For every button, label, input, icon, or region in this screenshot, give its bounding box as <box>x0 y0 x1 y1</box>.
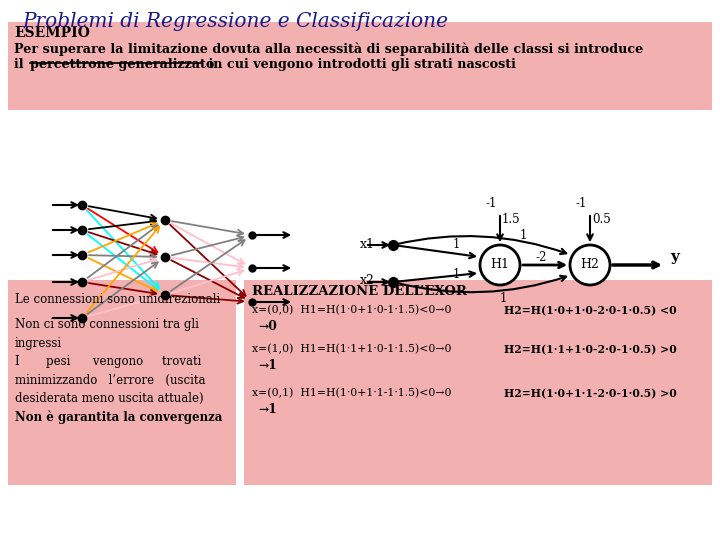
Text: percettrone generalizzato: percettrone generalizzato <box>30 58 215 71</box>
FancyBboxPatch shape <box>8 22 712 110</box>
Text: 1.5: 1.5 <box>502 213 521 226</box>
Text: H2: H2 <box>580 259 600 272</box>
Text: H2=H(1·1+1·0-2·0-1·0.5) >0: H2=H(1·1+1·0-2·0-1·0.5) >0 <box>504 344 677 355</box>
Text: Le connessioni sono unidirezionali: Le connessioni sono unidirezionali <box>15 293 220 306</box>
Text: →1: →1 <box>258 359 276 372</box>
Text: H2=H(1·0+1·0-2·0-1·0.5) <0: H2=H(1·0+1·0-2·0-1·0.5) <0 <box>504 305 677 316</box>
Text: H1: H1 <box>490 259 510 272</box>
Text: Non è garantita la convergenza: Non è garantita la convergenza <box>15 410 222 423</box>
FancyBboxPatch shape <box>8 280 236 485</box>
FancyBboxPatch shape <box>244 280 712 485</box>
Text: 1: 1 <box>520 229 527 242</box>
Text: -1: -1 <box>576 197 588 210</box>
Text: x2: x2 <box>360 274 375 287</box>
Text: H2=H(1·0+1·1-2·0-1·0.5) >0: H2=H(1·0+1·1-2·0-1·0.5) >0 <box>504 388 677 399</box>
Text: Non ci sono connessioni tra gli
ingressi: Non ci sono connessioni tra gli ingressi <box>15 318 199 349</box>
Text: Per superare la limitazione dovuta alla necessità di separabilità delle classi s: Per superare la limitazione dovuta alla … <box>14 42 643 56</box>
Text: il: il <box>14 58 28 71</box>
Text: 0.5: 0.5 <box>592 213 611 226</box>
Text: in cui vengono introdotti gli strati nascosti: in cui vengono introdotti gli strati nas… <box>204 58 516 71</box>
Text: I       pesi      vengono     trovati
minimizzando   l’errore   (uscita
desidera: I pesi vengono trovati minimizzando l’er… <box>15 355 205 405</box>
Text: 1: 1 <box>500 292 508 305</box>
Circle shape <box>570 245 610 285</box>
Text: x=(0,1)  H1=H(1·0+1·1-1·1.5)<0→0: x=(0,1) H1=H(1·0+1·1-1·1.5)<0→0 <box>252 388 462 399</box>
Text: →0: →0 <box>258 320 277 333</box>
Text: x=(0,0)  H1=H(1·0+1·0-1·1.5)<0→0: x=(0,0) H1=H(1·0+1·0-1·1.5)<0→0 <box>252 305 462 315</box>
Text: 1: 1 <box>453 238 460 251</box>
Circle shape <box>480 245 520 285</box>
Text: Problemi di Regressione e Classificazione: Problemi di Regressione e Classificazion… <box>22 12 448 31</box>
Text: x=(1,0)  H1=H(1·1+1·0-1·1.5)<0→0: x=(1,0) H1=H(1·1+1·0-1·1.5)<0→0 <box>252 344 462 354</box>
Text: REALIZZAZIONE DELL’EXOR: REALIZZAZIONE DELL’EXOR <box>252 285 467 298</box>
Text: 1: 1 <box>453 268 460 281</box>
Text: y: y <box>670 250 679 264</box>
Text: -2: -2 <box>535 251 546 264</box>
Text: x1: x1 <box>360 238 375 251</box>
Text: →1: →1 <box>258 403 276 416</box>
Text: -1: -1 <box>486 197 498 210</box>
Text: ESEMPIO: ESEMPIO <box>14 26 90 40</box>
